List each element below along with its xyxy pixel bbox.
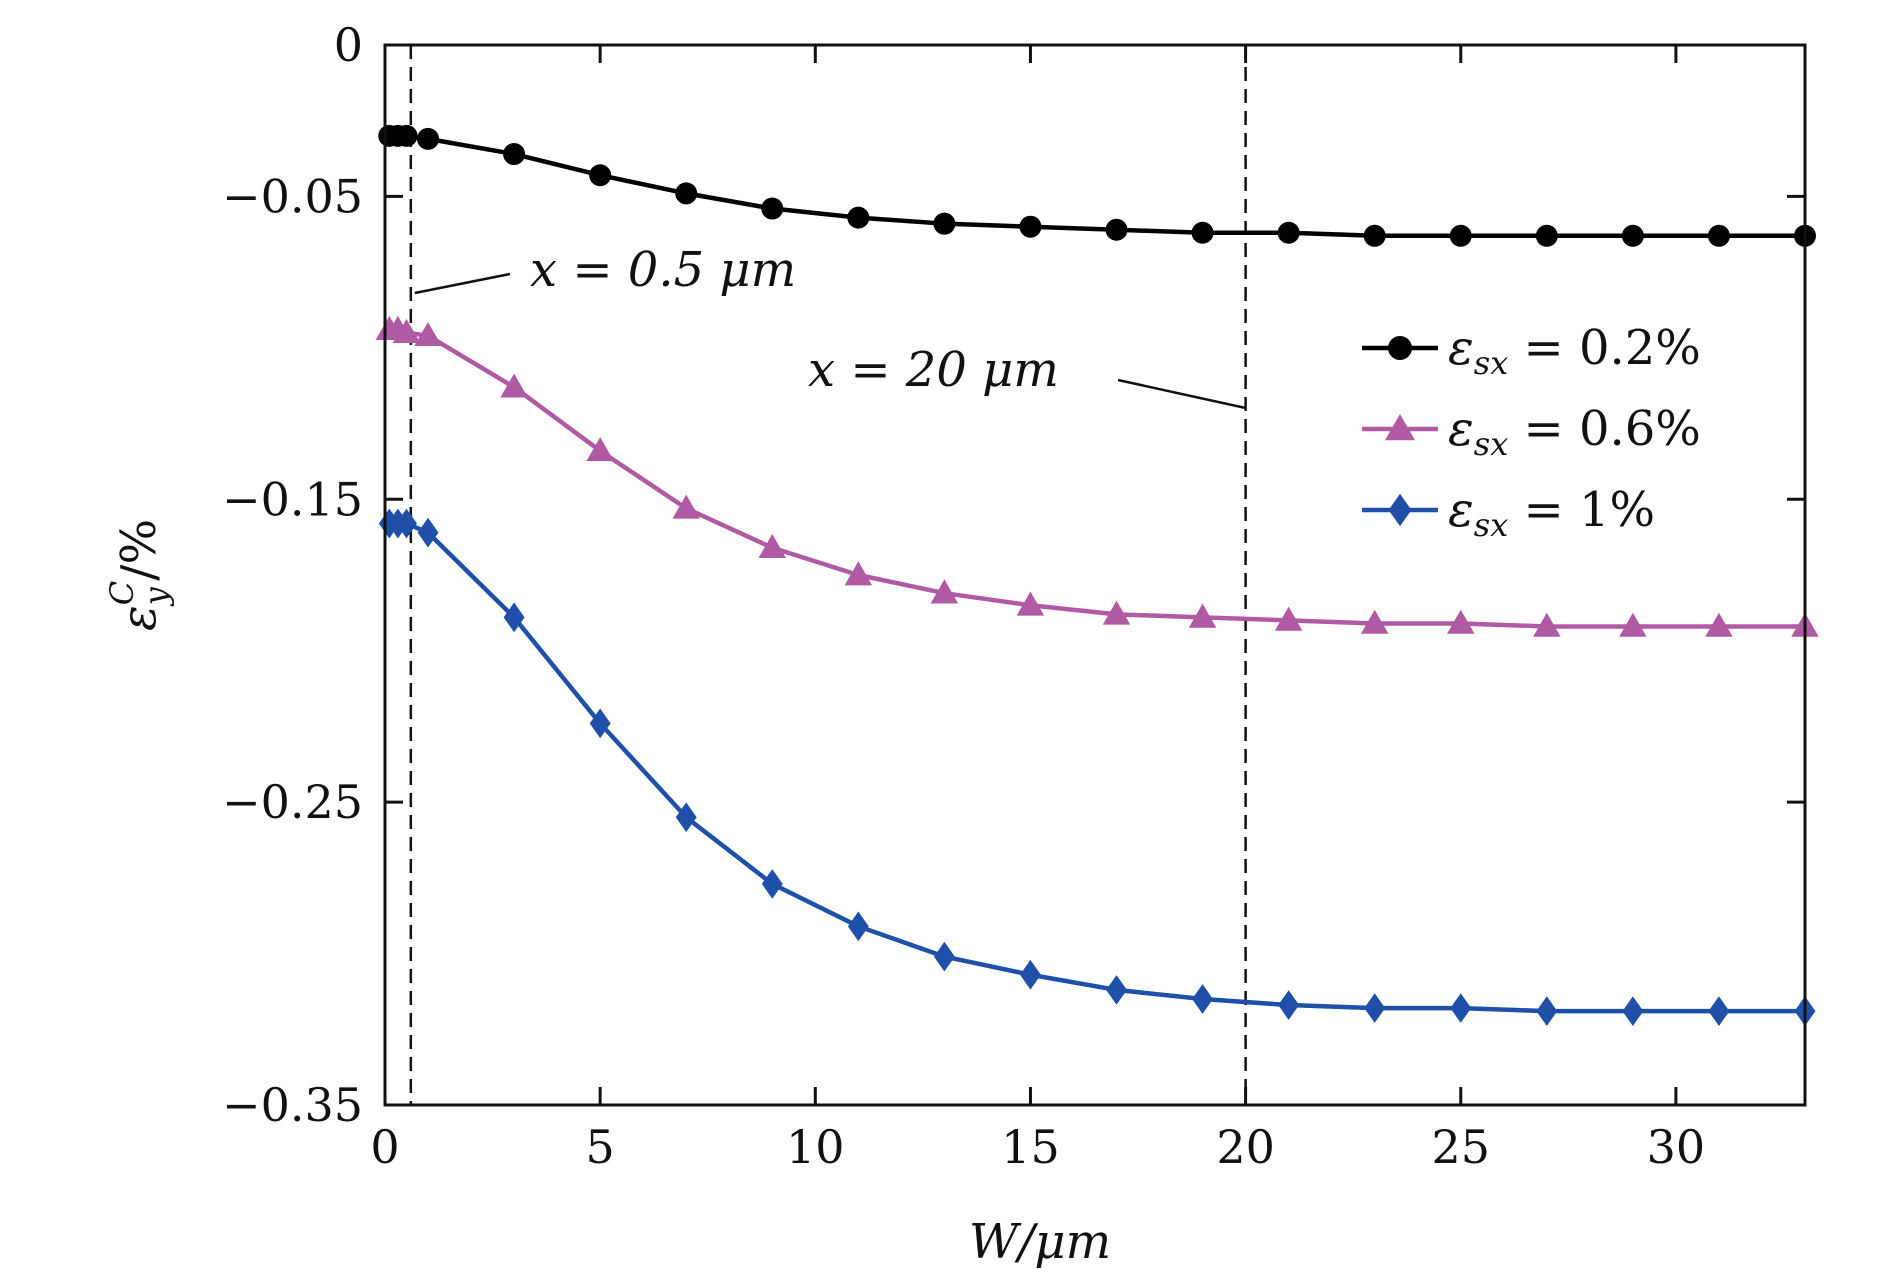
data-point-triangle bbox=[1274, 606, 1303, 631]
data-point-circle bbox=[761, 197, 784, 220]
data-point-diamond bbox=[1536, 996, 1558, 1026]
data-point-diamond bbox=[1388, 493, 1412, 527]
y-tick-label: −0.25 bbox=[222, 775, 363, 829]
annotation-label: x = 0.5 μm bbox=[530, 242, 796, 298]
y-tick-label: −0.05 bbox=[222, 169, 363, 223]
data-point-triangle bbox=[1619, 612, 1647, 637]
series-group bbox=[378, 124, 1816, 247]
reference-lines bbox=[409, 45, 1247, 1105]
x-tick-label: 25 bbox=[1431, 1120, 1490, 1174]
data-point-circle bbox=[1449, 224, 1472, 247]
y-axis-title-sup: C bbox=[103, 581, 141, 605]
data-point-diamond bbox=[761, 869, 783, 899]
data-point-triangle bbox=[1102, 600, 1131, 625]
data-point-diamond bbox=[417, 517, 439, 548]
y-axis-title-sub: y bbox=[137, 586, 175, 607]
y-axis-title: εyC/% bbox=[103, 519, 175, 631]
series-line bbox=[389, 521, 1805, 1014]
x-tick-label: 10 bbox=[786, 1120, 845, 1174]
legend-label: εsx = 0.6% bbox=[1448, 401, 1701, 463]
data-point-circle bbox=[1363, 224, 1386, 247]
data-point-triangle bbox=[586, 437, 614, 462]
series-line bbox=[389, 327, 1805, 629]
data-point-diamond bbox=[503, 602, 525, 633]
data-point-circle bbox=[1105, 218, 1128, 241]
y-tick-label: −0.15 bbox=[222, 472, 363, 526]
data-point-circle bbox=[395, 124, 418, 147]
data-point-diamond bbox=[1192, 984, 1214, 1014]
data-point-triangle bbox=[930, 579, 959, 604]
legend-item: εsx = 1% bbox=[1362, 482, 1655, 544]
data-point-triangle bbox=[1447, 609, 1475, 634]
data-point-diamond bbox=[847, 911, 869, 942]
x-tick-label: 5 bbox=[586, 1120, 615, 1174]
data-point-circle bbox=[589, 164, 612, 187]
y-tick-label: −0.35 bbox=[222, 1078, 363, 1132]
data-point-circle bbox=[1535, 224, 1558, 247]
data-point-triangle bbox=[414, 321, 442, 347]
data-point-circle bbox=[1621, 224, 1644, 247]
series-line bbox=[389, 133, 1805, 239]
legend-item: εsx = 0.6% bbox=[1362, 401, 1701, 463]
legend: εsx = 0.2% εsx = 0.6% εsx = 1% bbox=[1362, 320, 1701, 544]
data-point-triangle bbox=[1385, 414, 1415, 441]
data-point-circle bbox=[1388, 336, 1412, 360]
x-tick-label: 30 bbox=[1647, 1120, 1706, 1174]
data-point-circle bbox=[1191, 221, 1214, 244]
x-tick-label: 20 bbox=[1216, 1120, 1275, 1174]
x-tick-label: 15 bbox=[1001, 1120, 1060, 1174]
data-point-diamond bbox=[933, 941, 955, 972]
y-axis-title-unit: /% bbox=[111, 519, 167, 581]
data-point-diamond bbox=[1450, 993, 1472, 1023]
data-point-triangle bbox=[500, 373, 528, 398]
data-point-diamond bbox=[675, 802, 697, 833]
data-point-diamond bbox=[1020, 959, 1041, 990]
legend-label: εsx = 0.2% bbox=[1448, 320, 1701, 382]
data-point-diamond bbox=[396, 508, 417, 539]
data-point-circle bbox=[417, 127, 440, 150]
data-point-circle bbox=[675, 182, 698, 205]
axis-ticks: 0 5 10 15 20 25 30 0 −0.05 −0.15 −0.25 −0.35 bbox=[222, 18, 1805, 1174]
annotation-leader-line bbox=[414, 272, 511, 295]
data-point-triangle bbox=[1360, 609, 1389, 634]
data-point-diamond bbox=[589, 708, 611, 739]
series-group bbox=[375, 315, 1819, 637]
data-point-triangle bbox=[844, 561, 873, 586]
plot-frame bbox=[383, 43, 1807, 1107]
data-point-diamond bbox=[1622, 996, 1644, 1026]
data-point-triangle bbox=[1533, 612, 1561, 637]
data-point-diamond bbox=[1278, 990, 1300, 1020]
annotations: x = 0.5 μmx = 20 μm bbox=[414, 242, 1246, 410]
data-point-triangle bbox=[1705, 612, 1733, 637]
svg-text:εyC/%: εyC/% bbox=[103, 519, 175, 631]
annotation-leader-line bbox=[1117, 378, 1246, 410]
data-point-diamond bbox=[1708, 996, 1730, 1026]
data-point-circle bbox=[933, 212, 956, 235]
data-point-triangle bbox=[1016, 591, 1045, 616]
data-point-circle bbox=[1277, 221, 1300, 244]
data-point-circle bbox=[847, 206, 870, 229]
annotation-label: x = 20 μm bbox=[808, 342, 1059, 398]
y-axis-title-main: ε bbox=[111, 605, 167, 631]
data-point-triangle bbox=[392, 318, 421, 344]
series-group bbox=[378, 508, 1816, 1026]
data-point-circle bbox=[503, 143, 526, 166]
data-point-diamond bbox=[1106, 975, 1127, 1005]
data-point-triangle bbox=[672, 494, 700, 519]
data-point-circle bbox=[1019, 215, 1042, 238]
x-tick-label: 0 bbox=[370, 1120, 399, 1174]
legend-item: εsx = 0.2% bbox=[1362, 320, 1701, 382]
data-point-circle bbox=[1707, 224, 1730, 247]
y-tick-label: 0 bbox=[334, 18, 363, 72]
series-layer bbox=[375, 124, 1819, 1026]
data-point-triangle bbox=[758, 533, 787, 559]
data-point-triangle bbox=[1188, 603, 1217, 628]
legend-label: εsx = 1% bbox=[1448, 482, 1655, 544]
data-point-diamond bbox=[1364, 993, 1386, 1023]
x-axis-title: W/μm bbox=[969, 1214, 1111, 1270]
